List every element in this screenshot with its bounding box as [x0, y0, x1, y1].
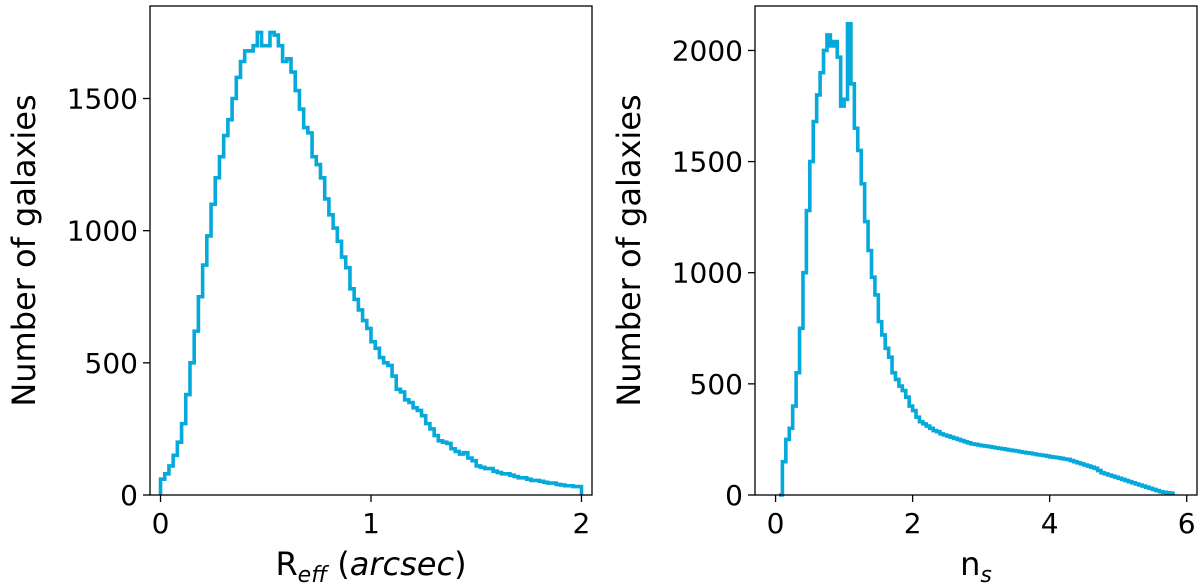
x-axis-title: Reff (arcsec): [275, 545, 466, 585]
y-tick-label: 2000: [672, 34, 743, 67]
y-axis-title: Number of galaxies: [5, 94, 43, 406]
x-axis-title-subscript: eff: [298, 563, 330, 585]
x-tick-label: 0: [152, 507, 170, 540]
x-axis-title-subscript: s: [980, 563, 991, 585]
x-axis-title-unit-text: arcsec: [350, 545, 455, 583]
x-tick-label: 2: [573, 507, 591, 540]
y-tick-label: 500: [690, 368, 743, 401]
x-tick-label: 1: [362, 507, 380, 540]
y-axis-title: Number of galaxies: [610, 94, 648, 406]
x-tick-label: 2: [904, 507, 922, 540]
x-axis-title-unit: (: [327, 545, 350, 583]
y-tick-label: 500: [85, 347, 138, 380]
y-tick-label: 1000: [67, 215, 138, 248]
left-histogram-panel: 0 1 2 0 500 1000 1500 Number of galaxies Reff (a…: [5, 5, 593, 585]
x-axis-title: ns: [960, 545, 992, 585]
right-histogram-panel: 0 2 4 6 0 500 1000 1500 2000 Number of galaxies ns: [610, 5, 1198, 585]
plot-frame: [149, 5, 593, 496]
plot-frame: [754, 5, 1198, 496]
histogram-series: [778, 21, 1175, 497]
y-tick-label: 1500: [672, 146, 743, 179]
x-axis-title-unit-close: ): [454, 545, 466, 583]
x-axis-title-main: R: [275, 545, 297, 583]
x-tick-label: 4: [1041, 507, 1059, 540]
y-tick-label: 0: [120, 479, 138, 512]
x-tick-label: 0: [767, 507, 785, 540]
y-tick-label: 1500: [67, 83, 138, 116]
y-tick-label: 0: [725, 479, 743, 512]
x-axis-title-main: n: [960, 545, 980, 583]
x-tick-label: 6: [1178, 507, 1196, 540]
histogram-series: [158, 30, 584, 495]
y-tick-label: 1000: [672, 257, 743, 290]
